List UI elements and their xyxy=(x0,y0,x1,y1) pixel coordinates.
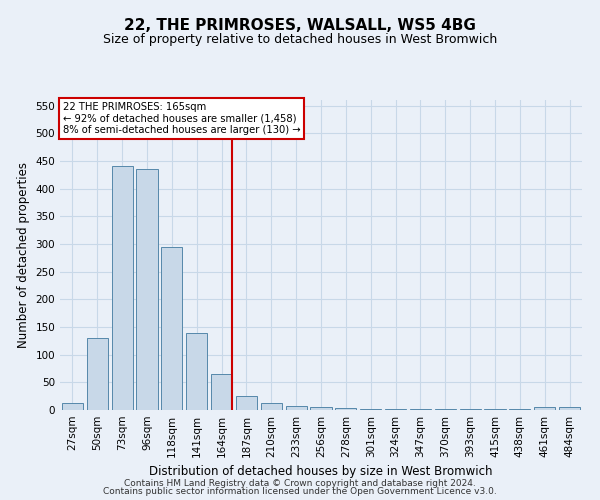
Bar xyxy=(62,403,83,410)
Text: Contains HM Land Registry data © Crown copyright and database right 2024.: Contains HM Land Registry data © Crown c… xyxy=(124,478,476,488)
Text: Size of property relative to detached houses in West Bromwich: Size of property relative to detached ho… xyxy=(103,32,497,46)
Y-axis label: Number of detached properties: Number of detached properties xyxy=(17,162,30,348)
Bar xyxy=(335,408,356,410)
Bar xyxy=(484,409,506,410)
Bar xyxy=(211,374,232,410)
Bar xyxy=(460,409,481,410)
Bar xyxy=(136,169,158,410)
Bar xyxy=(360,409,381,410)
Bar xyxy=(310,406,332,410)
Bar xyxy=(236,396,257,410)
Bar xyxy=(112,166,133,410)
Bar xyxy=(286,406,307,410)
Text: 22, THE PRIMROSES, WALSALL, WS5 4BG: 22, THE PRIMROSES, WALSALL, WS5 4BG xyxy=(124,18,476,32)
Bar xyxy=(261,404,282,410)
Bar xyxy=(186,332,207,410)
Bar xyxy=(87,338,108,410)
Bar xyxy=(410,409,431,410)
Text: 22 THE PRIMROSES: 165sqm
← 92% of detached houses are smaller (1,458)
8% of semi: 22 THE PRIMROSES: 165sqm ← 92% of detach… xyxy=(62,102,300,134)
Bar xyxy=(435,409,456,410)
Bar xyxy=(534,406,555,410)
Bar xyxy=(559,406,580,410)
Bar xyxy=(385,409,406,410)
Bar xyxy=(161,246,182,410)
Bar xyxy=(509,409,530,410)
Text: Contains public sector information licensed under the Open Government Licence v3: Contains public sector information licen… xyxy=(103,487,497,496)
X-axis label: Distribution of detached houses by size in West Bromwich: Distribution of detached houses by size … xyxy=(149,466,493,478)
